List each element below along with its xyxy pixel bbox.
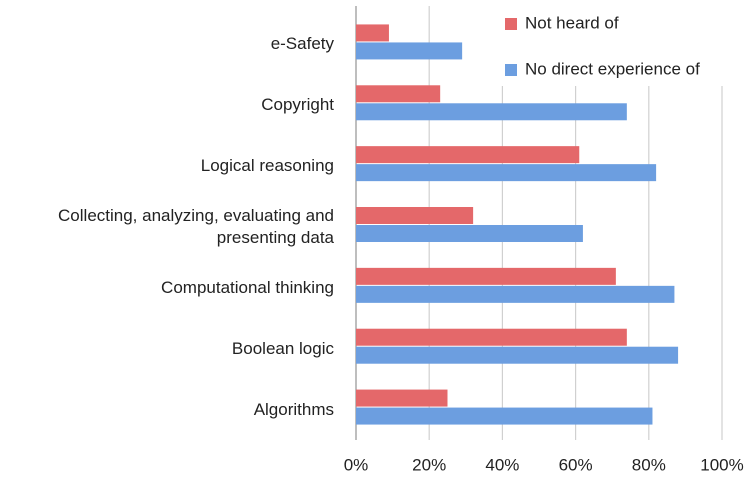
bar <box>356 328 627 346</box>
x-tick-label: 100% <box>700 455 743 474</box>
y-tick-label: Logical reasoning <box>200 156 334 176</box>
bar <box>356 407 653 425</box>
legend-label: No direct experience of <box>525 59 700 78</box>
x-tick-label: 0% <box>344 455 369 474</box>
legend-swatch <box>505 64 517 76</box>
bar <box>356 267 616 285</box>
x-tick-label: 80% <box>632 455 666 474</box>
bar <box>356 346 679 364</box>
x-tick-label: 20% <box>412 455 446 474</box>
legend-label: Not heard of <box>525 13 619 32</box>
x-tick-label: 40% <box>485 455 519 474</box>
bar <box>356 103 627 121</box>
y-tick-label: e-Safety <box>270 34 334 54</box>
bar <box>356 389 448 407</box>
bar <box>356 42 463 60</box>
bar <box>356 146 580 164</box>
bar <box>356 207 474 224</box>
bar <box>356 85 441 103</box>
y-tick-label: Algorithms <box>253 399 334 419</box>
y-tick-label: Computational thinking <box>161 277 334 297</box>
legend-background <box>499 6 744 86</box>
bar <box>356 24 389 42</box>
bar <box>356 164 657 182</box>
y-tick-label: Collecting, analyzing, evaluating and pr… <box>58 206 334 247</box>
x-tick-label: 60% <box>559 455 593 474</box>
y-tick-label: Copyright <box>261 95 334 115</box>
bar <box>356 225 583 242</box>
y-tick-label: Boolean logic <box>231 338 334 358</box>
bar <box>356 285 675 303</box>
legend-swatch <box>505 18 517 30</box>
legend: Not heard of No direct experience of <box>499 6 744 86</box>
